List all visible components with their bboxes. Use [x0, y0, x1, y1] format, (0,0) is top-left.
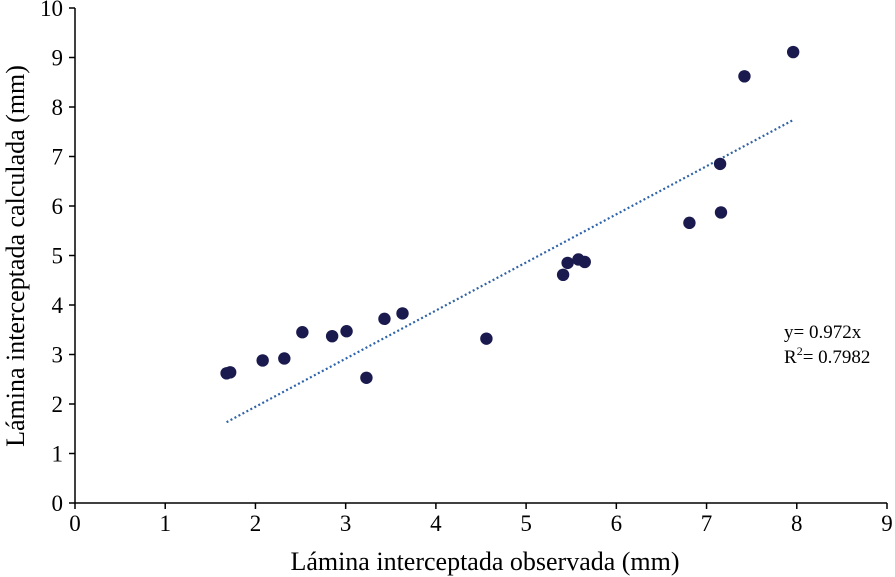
y-tick-label: 8 — [52, 95, 64, 120]
y-tick-label: 4 — [52, 293, 64, 318]
x-tick-label: 6 — [611, 511, 623, 536]
y-axis-title: Lámina interceptada calculada (mm) — [1, 65, 30, 447]
trendline — [226, 119, 794, 424]
data-point — [396, 307, 409, 320]
x-tick-label: 3 — [340, 511, 352, 536]
data-point — [578, 255, 591, 269]
r-squared-label: R2= 0.7982 — [784, 344, 870, 368]
x-tick-label: 2 — [250, 511, 262, 536]
data-point — [480, 332, 493, 345]
x-tick-label: 5 — [520, 511, 532, 536]
data-point — [278, 352, 291, 365]
x-axis-ticks: 0 1 2 3 4 5 6 7 8 9 — [69, 503, 893, 536]
y-tick-label: 9 — [52, 46, 64, 71]
data-point — [360, 371, 373, 384]
data-point — [325, 329, 339, 343]
x-axis-title: Lámina interceptada observada (mm) — [290, 547, 679, 576]
x-tick-label: 1 — [159, 511, 171, 536]
x-tick-label: 9 — [881, 511, 893, 536]
data-point — [378, 312, 391, 326]
y-tick-label: 6 — [52, 194, 64, 219]
y-tick-label: 7 — [52, 145, 64, 170]
data-point — [786, 45, 800, 59]
data-point — [738, 70, 751, 83]
y-tick-label: 0 — [52, 491, 64, 516]
data-points — [220, 45, 800, 384]
data-point — [556, 268, 570, 282]
y-tick-label: 5 — [52, 244, 64, 269]
equation-label: y= 0.972x — [784, 322, 862, 343]
data-point — [340, 325, 353, 338]
y-axis-ticks: 0 1 2 3 4 5 6 7 8 9 10 — [40, 0, 75, 516]
x-tick-label: 7 — [701, 511, 713, 536]
x-tick-label: 4 — [430, 511, 442, 536]
data-point — [683, 216, 696, 230]
data-point — [256, 354, 269, 367]
x-tick-label: 8 — [791, 511, 803, 536]
x-tick-label: 0 — [69, 511, 81, 536]
data-point — [713, 157, 727, 171]
y-tick-label: 1 — [52, 442, 64, 467]
data-point — [714, 206, 728, 219]
y-tick-label: 3 — [52, 343, 64, 368]
y-tick-label: 2 — [52, 392, 64, 417]
data-point — [561, 256, 574, 270]
data-point — [296, 326, 309, 339]
y-tick-label: 10 — [40, 0, 63, 21]
data-point — [223, 366, 237, 379]
